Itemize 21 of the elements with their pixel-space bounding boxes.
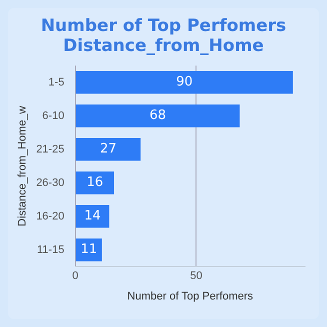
data-label: 16 bbox=[86, 175, 104, 190]
x-tick-label: 0 bbox=[72, 270, 78, 282]
x-tick-label: 50 bbox=[190, 270, 202, 282]
y-tick-label: 11-15 bbox=[37, 244, 64, 256]
data-label: 90 bbox=[176, 74, 193, 90]
data-label: 11 bbox=[80, 242, 98, 258]
chart-title: Number of Top Perfomers Distance_from_Home bbox=[40, 16, 288, 56]
x-axis-title: Number of Top Perfomers bbox=[127, 290, 254, 302]
bar bbox=[76, 138, 141, 161]
y-tick-label: 21-25 bbox=[36, 143, 64, 156]
y-tick-label: 1-5 bbox=[48, 76, 64, 88]
bar bbox=[76, 104, 240, 128]
y-tick-label: 26-30 bbox=[36, 176, 64, 189]
y-axis-title: Distance_from_Home_w bbox=[16, 106, 29, 226]
data-label: 27 bbox=[100, 142, 116, 157]
bar bbox=[76, 171, 114, 194]
y-tick-label: 6-10 bbox=[42, 110, 64, 122]
y-tick-label: 16-20 bbox=[36, 210, 64, 222]
data-label: 14 bbox=[84, 208, 101, 224]
bar bbox=[76, 70, 293, 94]
data-label: 68 bbox=[150, 108, 166, 124]
